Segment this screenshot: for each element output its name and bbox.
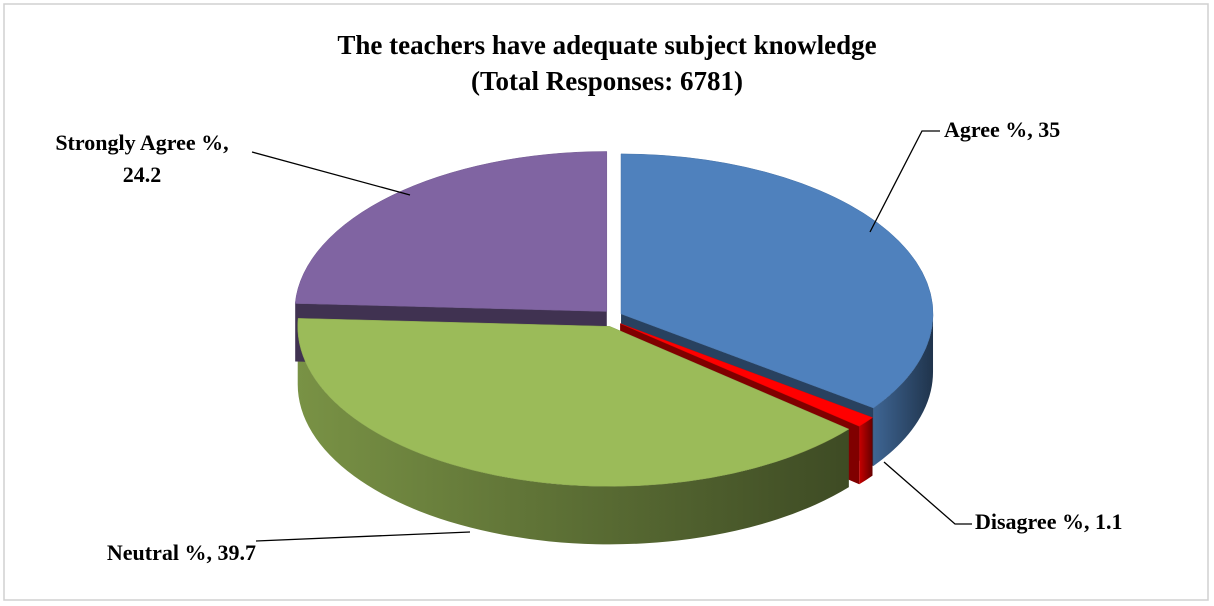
slice (297, 318, 850, 487)
slice (619, 323, 874, 427)
leader-line (883, 461, 972, 525)
leader-lines (251, 130, 972, 542)
data-label: Strongly Agree %, 24.2 (55, 130, 229, 187)
data-label: Agree %, 35 (944, 117, 1061, 142)
data-label: Disagree %, 1.1 (975, 509, 1123, 534)
slice-side (859, 417, 873, 485)
data-label: Neutral %, 39.7 (106, 540, 256, 565)
leader-line (869, 130, 940, 233)
slice (620, 153, 934, 409)
pie-tops (294, 151, 934, 487)
leader-line (255, 531, 471, 542)
slice-side (297, 326, 849, 545)
chart-subtitle: (Total Responses: 6781) (470, 66, 744, 96)
slice (294, 151, 608, 312)
chart-title: The teachers have adequate subject knowl… (337, 30, 877, 60)
slice-side (873, 313, 934, 466)
leader-line (251, 151, 411, 196)
